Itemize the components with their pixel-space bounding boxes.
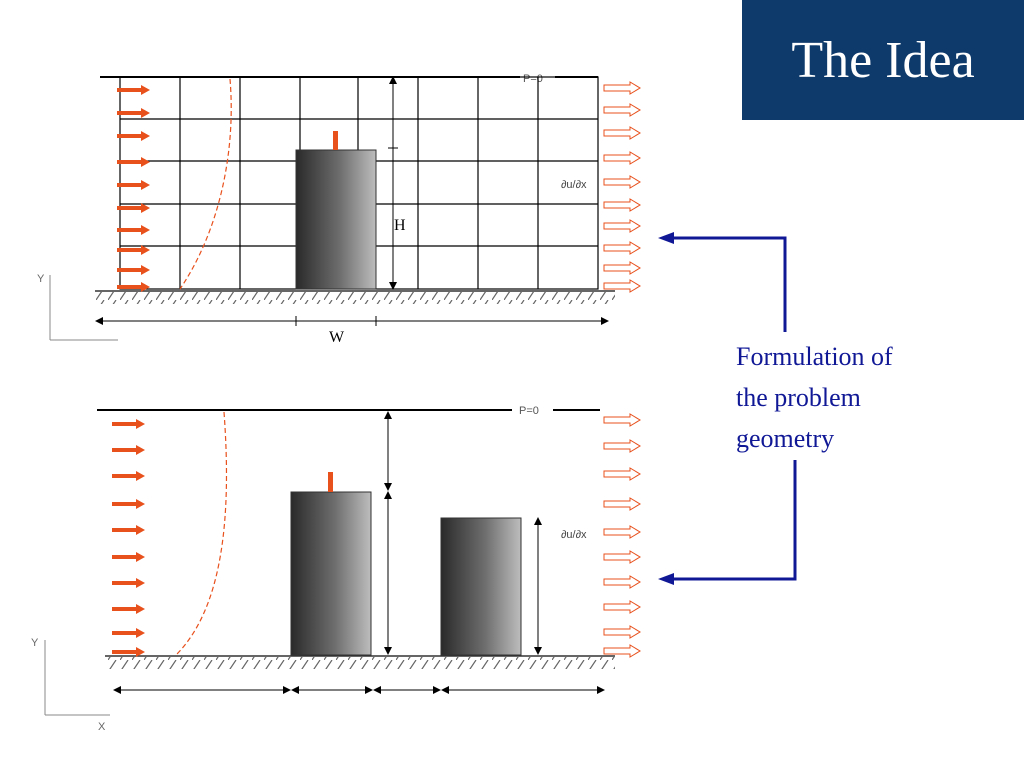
hollow-right-arrow-icon: [603, 126, 641, 140]
right-arrow-icon: [117, 225, 150, 235]
right-arrow-icon: [117, 157, 150, 167]
right-arrow-icon: [112, 471, 145, 481]
title-banner: The Idea: [742, 0, 1024, 120]
velocity-profile-curve: [174, 411, 228, 657]
height-label: H: [394, 217, 406, 234]
hollow-right-arrow-icon: [603, 175, 641, 189]
right-arrow-icon: [112, 604, 145, 614]
ground-hatching: [105, 657, 615, 669]
axes-icon: [44, 640, 110, 716]
inflow-arrows: [112, 419, 145, 657]
gradient-label: ∂u/∂x: [561, 529, 587, 541]
hollow-right-arrow-icon: [603, 103, 641, 117]
hollow-right-arrow-icon: [603, 198, 641, 212]
building-block-1: [290, 491, 372, 656]
caption: Formulation of the problem geometry: [736, 336, 966, 459]
hollow-right-arrow-icon: [603, 439, 641, 453]
width-label: W: [329, 329, 345, 346]
axes-icon: [49, 275, 118, 341]
building-block: [295, 149, 377, 290]
caption-line-2: the problem: [736, 383, 861, 412]
caption-line-1: Formulation of: [736, 342, 893, 371]
hollow-right-arrow-icon: [603, 625, 641, 639]
hollow-right-arrow-icon: [603, 261, 641, 275]
right-arrow-icon: [112, 445, 145, 455]
hollow-right-arrow-icon: [603, 600, 641, 614]
ground-hatching: [95, 292, 615, 304]
right-arrow-icon: [117, 245, 150, 255]
pressure-label: P=0: [523, 73, 543, 85]
outflow-arrows: [603, 413, 641, 658]
right-arrow-icon: [112, 499, 145, 509]
roof-marker: [333, 131, 338, 150]
hollow-right-arrow-icon: [603, 241, 641, 255]
hollow-right-arrow-icon: [603, 467, 641, 481]
hollow-right-arrow-icon: [603, 279, 641, 293]
hollow-right-arrow-icon: [603, 575, 641, 589]
left-arrow-icon: [658, 573, 674, 585]
slide-title: The Idea: [791, 31, 975, 89]
axis-y-label: Y: [37, 273, 45, 285]
roof-marker: [328, 472, 333, 492]
building-block-2: [440, 517, 522, 656]
right-arrow-icon: [112, 525, 145, 535]
right-arrow-icon: [112, 647, 145, 657]
outflow-arrows: [603, 81, 641, 293]
hollow-right-arrow-icon: [603, 550, 641, 564]
gradient-label: ∂u/∂x: [561, 179, 587, 191]
right-arrow-icon: [112, 552, 145, 562]
bottom-diagram: P=0 ∂u/∂x Y X: [31, 405, 641, 733]
pressure-label: P=0: [519, 405, 539, 417]
axis-x-label: X: [98, 721, 106, 733]
hollow-right-arrow-icon: [603, 497, 641, 511]
hollow-right-arrow-icon: [603, 644, 641, 658]
right-arrow-icon: [117, 203, 150, 213]
pointer-arrow-top: [658, 232, 787, 332]
hollow-right-arrow-icon: [603, 525, 641, 539]
right-arrow-icon: [117, 131, 150, 141]
hollow-right-arrow-icon: [603, 413, 641, 427]
right-arrow-icon: [112, 578, 145, 588]
hollow-right-arrow-icon: [603, 81, 641, 95]
caption-line-3: geometry: [736, 424, 835, 453]
right-arrow-icon: [112, 419, 145, 429]
right-arrow-icon: [112, 628, 145, 638]
velocity-profile-curve: [179, 78, 232, 290]
right-arrow-icon: [117, 85, 150, 95]
right-arrow-icon: [117, 282, 150, 292]
inflow-arrows: [117, 85, 150, 292]
hollow-right-arrow-icon: [603, 151, 641, 165]
right-arrow-icon: [117, 108, 150, 118]
top-diagram: P=0 H W: [37, 73, 641, 346]
right-arrow-icon: [117, 265, 150, 275]
right-arrow-icon: [117, 180, 150, 190]
pointer-arrow-bottom: [658, 460, 797, 585]
hollow-right-arrow-icon: [603, 219, 641, 233]
left-arrow-icon: [658, 232, 674, 244]
axis-y-label: Y: [31, 637, 39, 649]
